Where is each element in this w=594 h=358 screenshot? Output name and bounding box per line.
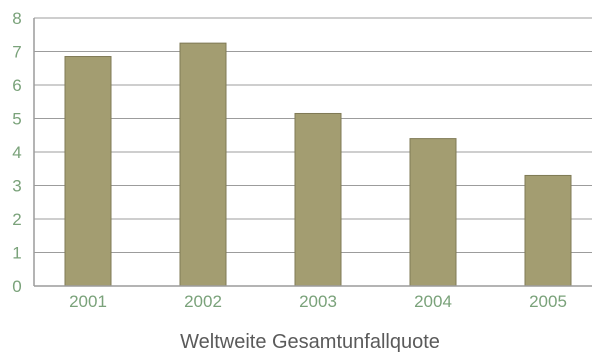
x-tick-label: 2002 xyxy=(184,292,222,311)
y-tick-labels: 0 1 2 3 4 5 6 7 8 xyxy=(12,9,21,296)
x-tick-labels: 2001 2002 2003 2004 2005 xyxy=(69,292,567,311)
y-tick-label: 4 xyxy=(12,143,21,162)
y-tick-label: 8 xyxy=(12,9,21,28)
bar-2004 xyxy=(409,138,457,287)
y-tick-label: 6 xyxy=(12,76,21,95)
bar-2003 xyxy=(294,112,342,287)
x-tick-label: 2004 xyxy=(414,292,452,311)
bar-2001 xyxy=(64,56,112,287)
bars xyxy=(64,42,572,287)
axes xyxy=(33,18,592,287)
y-tick-label: 0 xyxy=(12,277,21,296)
x-tick-label: 2001 xyxy=(69,292,107,311)
bar-2005 xyxy=(524,174,572,287)
y-tick-label: 5 xyxy=(12,110,21,129)
y-tick-label: 1 xyxy=(12,244,21,263)
x-axis-label: Weltweite Gesamtunfallquote xyxy=(180,331,440,353)
y-tick-label: 7 xyxy=(12,43,21,62)
x-tick-label: 2005 xyxy=(529,292,567,311)
bar-2002 xyxy=(179,42,227,287)
y-tick-label: 3 xyxy=(12,177,21,196)
y-tick-label: 2 xyxy=(12,210,21,229)
x-tick-label: 2003 xyxy=(299,292,337,311)
